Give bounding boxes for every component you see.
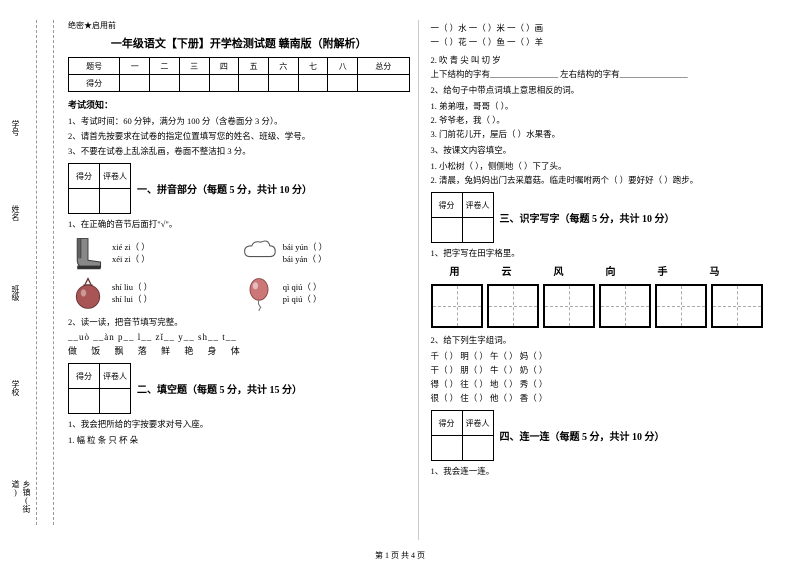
exam-title: 一年级语文【下册】开学检测试题 赣南版（附解析） <box>68 35 410 51</box>
right-column: 一（ ）水 一（ ）米 一（ ）画 一（ ）花 一（ ）鱼 一（ ）羊 2. 吹… <box>418 20 781 540</box>
notice-list: 1、考试时间：60 分钟，满分为 100 分（含卷面分 3 分）。 2、请首先按… <box>68 115 410 157</box>
measure-word-line: 一（ ）花 一（ ）鱼 一（ ）羊 <box>431 36 773 48</box>
pinyin-option: xéi zi（ ） <box>112 253 212 265</box>
binding-dots <box>36 20 37 525</box>
char-list: 2. 吹 青 尖 叫 切 岁 <box>431 54 773 66</box>
th: 总分 <box>358 58 409 75</box>
pinyin-option: bái yún（ ） <box>283 241 383 253</box>
grader-cell: 评卷人 <box>462 193 493 218</box>
score-cell: 得分 <box>69 364 100 389</box>
antonym-item: 1. 弟弟哦，哥哥（ ）。 <box>431 100 773 112</box>
word-group-line: 得（ ） 往（ ） 地（ ） 秀（ ） <box>431 378 773 390</box>
binding-label: 班级 <box>10 285 21 301</box>
char-label: 云 <box>483 263 531 278</box>
row-label: 得分 <box>69 75 120 92</box>
antonym-item: 3. 门前花儿开，屋后（ ）水果香。 <box>431 128 773 140</box>
page-footer: 第 1 页 共 4 页 <box>0 550 800 561</box>
binding-label: 乡镇(街道) <box>10 480 32 525</box>
th: 五 <box>239 58 269 75</box>
tianzige-box <box>599 284 651 328</box>
question-1-1: 1、在正确的音节后面打"√"。 <box>68 218 410 230</box>
cloud-icon <box>239 234 279 272</box>
binding-margin: 乡镇(街道) 学校 班级 姓名 学号 <box>8 20 54 525</box>
th: 一 <box>120 58 150 75</box>
section-1-title: 一、拼音部分（每题 5 分，共计 10 分） <box>137 181 312 196</box>
char-label: 手 <box>639 263 687 278</box>
question-2-2: 2、给句子中带点词填上意思相反的词。 <box>431 84 773 96</box>
score-cell: 得分 <box>431 193 462 218</box>
structure-line: 上下结构的字有________________ 左右结构的字有_________… <box>431 68 773 80</box>
th: 三 <box>179 58 209 75</box>
grader-cell: 评卷人 <box>462 411 493 436</box>
confidential-label: 绝密★启用前 <box>68 20 410 31</box>
question-4-1: 1、我会连一连。 <box>431 465 773 477</box>
grader-cell: 评卷人 <box>100 164 131 189</box>
word-group-line: 很（ ） 住（ ） 他（ ） 香（ ） <box>431 392 773 404</box>
balloon-icon <box>239 274 279 312</box>
section-scorebox: 得分评卷人 二、填空题（每题 5 分，共计 15 分） <box>68 363 410 414</box>
score-cell: 得分 <box>431 411 462 436</box>
pinyin-fill-line: __uò __àn p__ l__ zǐ__ y__ sh__ t__ <box>68 332 410 342</box>
notice-item: 3、不要在试卷上乱涂乱画，卷面不整洁扣 3 分。 <box>68 145 410 157</box>
th: 题号 <box>69 58 120 75</box>
th: 四 <box>209 58 239 75</box>
binding-label: 学校 <box>10 380 21 396</box>
question-3-2: 2、给下列生字组词。 <box>431 334 773 346</box>
pomegranate-icon <box>68 274 108 312</box>
th: 七 <box>298 58 328 75</box>
score-summary-table: 题号 一 二 三 四 五 六 七 八 总分 得分 <box>68 57 410 92</box>
binding-label: 学号 <box>10 120 21 136</box>
tianzige-box <box>543 284 595 328</box>
grader-cell: 评卷人 <box>100 364 131 389</box>
score-cell: 得分 <box>69 164 100 189</box>
text-fill-item: 2. 清晨，兔妈妈出门去采蘑菇。临走时嘱咐两个（ ）要好好（ ）跑步。 <box>431 174 773 186</box>
word-group-line: 干（ ） 朋（ ） 牛（ ） 奶（ ） <box>431 364 773 376</box>
boot-icon <box>68 234 108 272</box>
binding-label: 姓名 <box>10 205 21 221</box>
char-label: 用 <box>431 263 479 278</box>
antonym-item: 2. 爷爷老，我（ ）。 <box>431 114 773 126</box>
notice-item: 2、请首先按要求在试卷的指定位置填写您的姓名、班级、学号。 <box>68 130 410 142</box>
tianzige-box <box>431 284 483 328</box>
pinyin-row: xié zi（ ） xéi zi（ ） bái yún（ ） bái yán（ … <box>68 234 410 272</box>
notice-item: 1、考试时间：60 分钟，满分为 100 分（含卷面分 3 分）。 <box>68 115 410 127</box>
section-scorebox: 得分评卷人 四、连一连（每题 5 分，共计 10 分） <box>431 410 773 461</box>
hanzi-fill-line: 做 饭 飘 落 鲜 艳 身 体 <box>68 344 410 357</box>
th: 二 <box>150 58 180 75</box>
tianzige-box <box>487 284 539 328</box>
tianzige-box <box>711 284 763 328</box>
char-label-row: 用 云 风 向 手 马 <box>431 263 773 278</box>
pinyin-row: shí liu（ ） shí lui（ ） qì qiú（ ） pì qiú（ … <box>68 274 410 312</box>
pinyin-option: bái yán（ ） <box>283 253 383 265</box>
pinyin-option: shí lui（ ） <box>112 293 212 305</box>
question-2-1: 1、我会把所给的字按要求对号入座。 <box>68 418 410 430</box>
section-scorebox: 得分评卷人 三、识字写字（每题 5 分，共计 10 分） <box>431 192 773 243</box>
char-box-row <box>431 284 773 328</box>
question-2-1-chars: 1. 幅 粒 条 只 杯 朵 <box>68 434 410 446</box>
pinyin-option: shí liu（ ） <box>112 281 212 293</box>
question-2-3: 3、按课文内容填空。 <box>431 144 773 156</box>
char-label: 向 <box>587 263 635 278</box>
char-label: 风 <box>535 263 583 278</box>
question-3-1: 1、把字写在田字格里。 <box>431 247 773 259</box>
word-group-line: 千（ ） 明（ ） 午（ ） 妈（ ） <box>431 350 773 362</box>
notice-heading: 考试须知： <box>68 98 410 111</box>
text-fill-item: 1. 小松树（ ），侧侧地（ ）下了头。 <box>431 160 773 172</box>
section-4-title: 四、连一连（每题 5 分，共计 10 分） <box>500 428 665 443</box>
question-1-2: 2、读一读，把音节填写完整。 <box>68 316 410 328</box>
left-column: 绝密★启用前 一年级语文【下册】开学检测试题 赣南版（附解析） 题号 一 二 三… <box>60 20 418 540</box>
th: 八 <box>328 58 358 75</box>
section-scorebox: 得分评卷人 一、拼音部分（每题 5 分，共计 10 分） <box>68 163 410 214</box>
th: 六 <box>268 58 298 75</box>
tianzige-box <box>655 284 707 328</box>
char-label: 马 <box>691 263 739 278</box>
page-container: 绝密★启用前 一年级语文【下册】开学检测试题 赣南版（附解析） 题号 一 二 三… <box>0 0 800 550</box>
section-2-title: 二、填空题（每题 5 分，共计 15 分） <box>137 381 302 396</box>
pinyin-option: qì qiú（ ） <box>283 281 383 293</box>
measure-word-line: 一（ ）水 一（ ）米 一（ ）画 <box>431 22 773 34</box>
pinyin-option: pì qiú（ ） <box>283 293 383 305</box>
pinyin-option: xié zi（ ） <box>112 241 212 253</box>
section-3-title: 三、识字写字（每题 5 分，共计 10 分） <box>500 210 675 225</box>
